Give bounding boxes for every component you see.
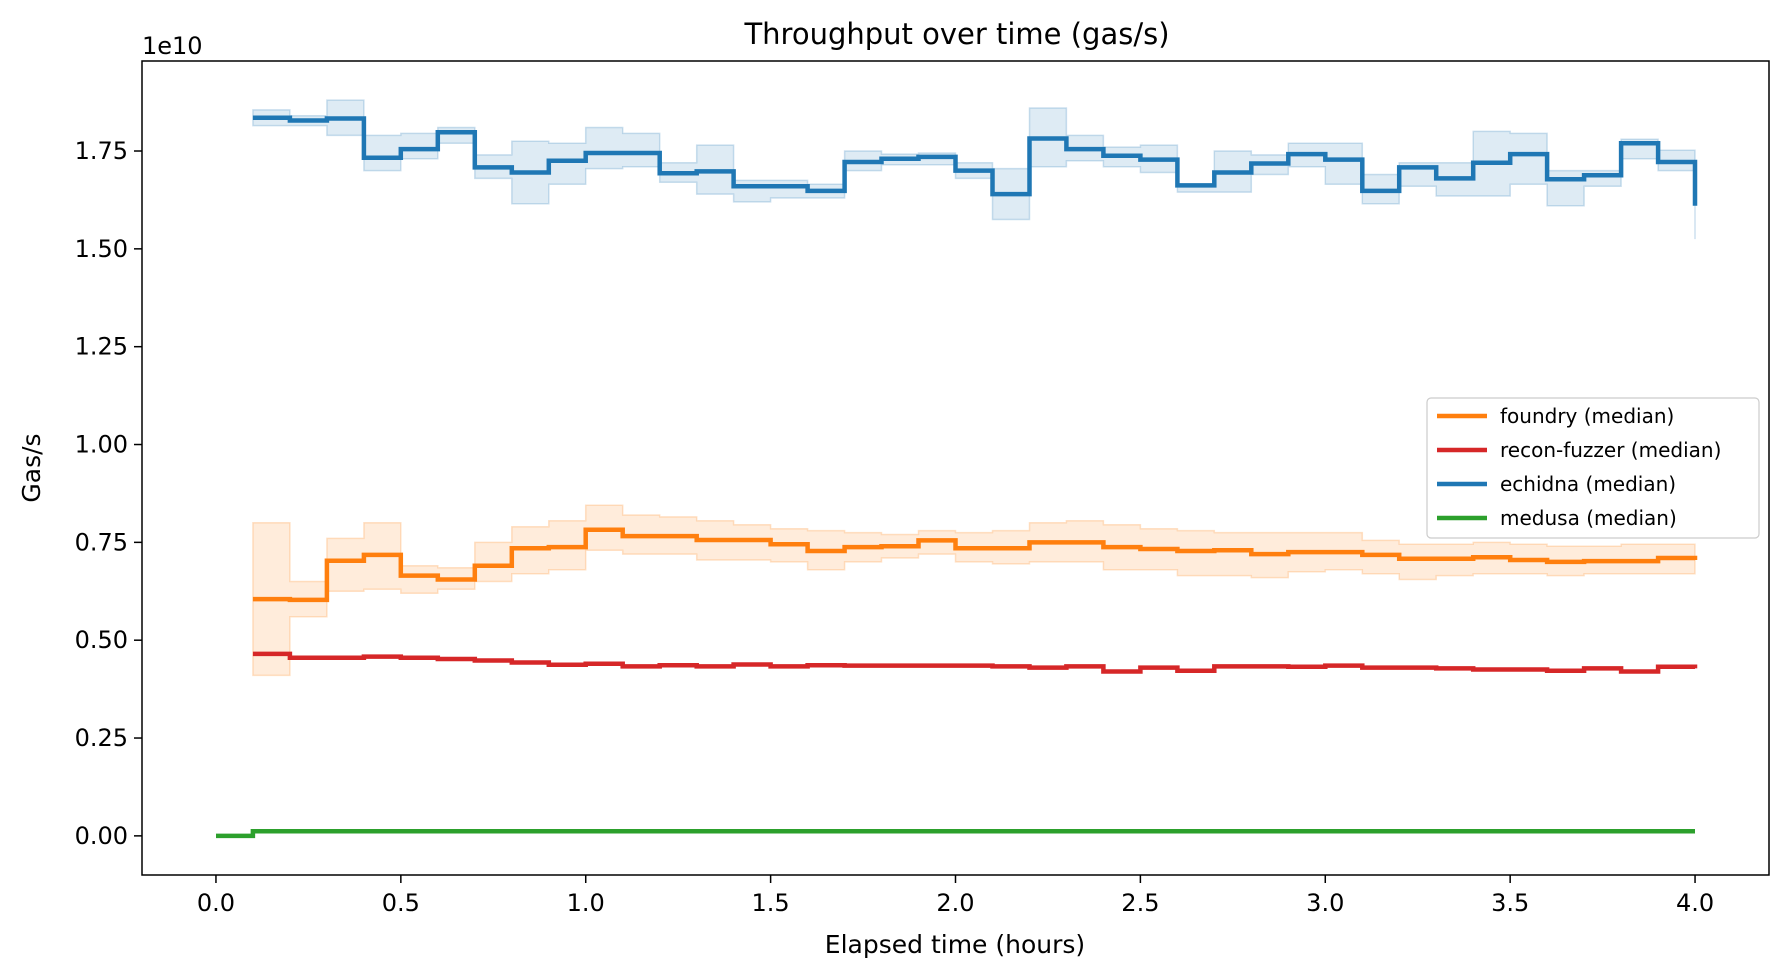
y-axis-ticks: 0.00 0.25 0.50 0.75 1.00 1.25 1.50 1.75 — [75, 137, 142, 850]
legend-label-echidna: echidna (median) — [1500, 472, 1676, 496]
echidna-median-line — [252, 115, 1698, 206]
y-tick-label: 1.50 — [75, 235, 128, 263]
y-tick-label: 1.00 — [75, 431, 128, 459]
y-axis-label: Gas/s — [17, 433, 46, 502]
x-tick-label: 0.5 — [382, 889, 420, 917]
y-offset-label: 1e10 — [142, 32, 203, 60]
y-tick-label: 0.75 — [75, 528, 128, 556]
foundry-median-line — [252, 527, 1698, 603]
x-tick-label: 1.0 — [567, 889, 605, 917]
legend-label-medusa: medusa (median) — [1500, 506, 1677, 530]
medusa-median-line — [216, 828, 1695, 839]
y-tick-label: 0.00 — [75, 822, 128, 850]
x-tick-label: 0.0 — [197, 889, 235, 917]
series-lines — [216, 115, 1698, 839]
legend-frame — [1426, 397, 1760, 539]
x-axis-label: Elapsed time (hours) — [825, 930, 1085, 959]
x-tick-label: 1.5 — [752, 889, 790, 917]
x-tick-label: 2.0 — [936, 889, 974, 917]
x-tick-label: 2.5 — [1121, 889, 1159, 917]
y-tick-label: 1.75 — [75, 137, 128, 165]
foundry-band — [252, 504, 1696, 677]
legend: foundry (median) recon-fuzzer (median) ech… — [1426, 397, 1760, 539]
x-tick-label: 3.0 — [1306, 889, 1344, 917]
x-tick-label: 3.5 — [1491, 889, 1529, 917]
y-tick-label: 0.50 — [75, 626, 128, 654]
legend-label-recon-fuzzer: recon-fuzzer (median) — [1500, 438, 1721, 462]
chart-title: Throughput over time (gas/s) — [743, 17, 1169, 51]
y-tick-label: 0.25 — [75, 724, 128, 752]
x-axis-ticks: 0.0 0.5 1.0 1.5 2.0 2.5 3.0 3.5 4.0 — [197, 875, 1714, 917]
x-tick-label: 4.0 — [1676, 889, 1714, 917]
y-tick-label: 1.25 — [75, 333, 128, 361]
recon-fuzzer-median-line — [252, 651, 1698, 674]
legend-label-foundry: foundry (median) — [1500, 404, 1674, 428]
